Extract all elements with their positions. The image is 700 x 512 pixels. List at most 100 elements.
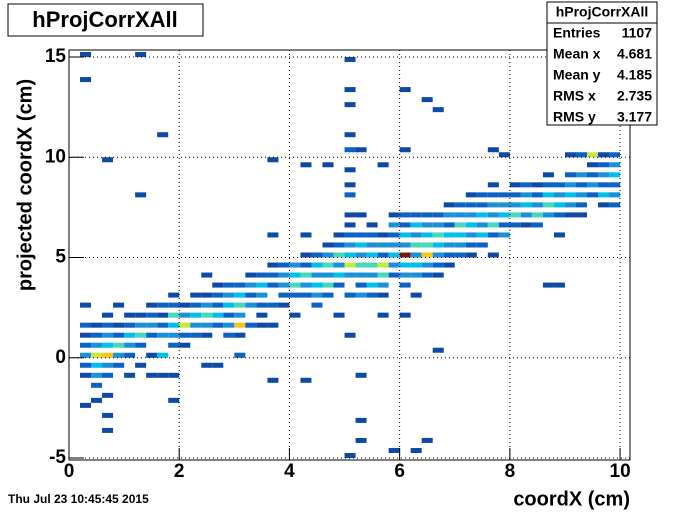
cell — [432, 347, 444, 353]
cell — [267, 232, 279, 238]
cell — [410, 292, 422, 298]
cell — [355, 212, 367, 218]
cell — [344, 212, 356, 218]
cell — [410, 447, 422, 453]
cell — [168, 342, 180, 348]
cell — [509, 192, 521, 198]
cell — [278, 292, 290, 298]
cell — [333, 312, 345, 318]
cell — [146, 352, 158, 358]
cell — [421, 252, 433, 258]
cell — [190, 322, 202, 328]
cell — [344, 147, 356, 153]
cell — [333, 252, 345, 258]
cell — [278, 282, 290, 288]
cell — [135, 312, 147, 318]
cell — [344, 252, 356, 258]
cell — [91, 352, 103, 358]
cell — [399, 232, 411, 238]
cell — [102, 362, 114, 368]
cell — [289, 262, 301, 268]
cell — [267, 322, 279, 328]
cell — [476, 192, 488, 198]
cell — [388, 232, 400, 238]
cell — [157, 332, 169, 338]
cell — [509, 182, 521, 188]
cell — [311, 292, 323, 298]
cell — [388, 262, 400, 268]
cell — [322, 162, 334, 168]
x-tick-label: 4 — [284, 461, 295, 482]
cell — [102, 372, 114, 378]
cell — [168, 372, 180, 378]
cell — [487, 212, 499, 218]
cell — [190, 292, 202, 298]
cell — [553, 192, 565, 198]
cell — [201, 362, 213, 368]
cell — [421, 437, 433, 443]
cell — [91, 322, 103, 328]
stat-value: 3.177 — [617, 109, 652, 125]
cell — [256, 302, 268, 308]
cell — [91, 332, 103, 338]
cell — [476, 212, 488, 218]
cell — [421, 212, 433, 218]
cell — [487, 192, 499, 198]
cell — [124, 342, 136, 348]
cell — [146, 322, 158, 328]
y-tick-label: -5 — [49, 447, 66, 468]
cell — [333, 262, 345, 268]
cell — [344, 452, 356, 458]
cell — [432, 232, 444, 238]
cell — [410, 232, 422, 238]
cell — [366, 242, 378, 248]
cell — [80, 302, 92, 308]
cell — [355, 417, 367, 423]
cell — [542, 182, 554, 188]
cell — [234, 302, 246, 308]
cell — [135, 322, 147, 328]
cell — [421, 262, 433, 268]
cell — [80, 372, 92, 378]
cell — [355, 147, 367, 153]
cell — [234, 282, 246, 288]
cell — [102, 412, 114, 418]
cell — [465, 202, 477, 208]
cell — [91, 342, 103, 348]
stat-value: 4.681 — [617, 46, 652, 62]
cell — [542, 192, 554, 198]
cell — [223, 332, 235, 338]
cell — [124, 322, 136, 328]
cell — [201, 322, 213, 328]
cell — [443, 242, 455, 248]
cell — [443, 202, 455, 208]
cell — [267, 272, 279, 278]
cell — [531, 212, 543, 218]
cell — [410, 252, 422, 258]
cell — [564, 182, 576, 188]
cell — [124, 372, 136, 378]
cell — [366, 222, 378, 228]
cell — [256, 282, 268, 288]
cell — [377, 242, 389, 248]
cell — [311, 252, 323, 258]
cell — [575, 182, 588, 188]
cell — [410, 272, 422, 278]
cell — [102, 322, 114, 328]
cell — [432, 107, 444, 113]
cell — [157, 352, 169, 358]
title-box — [7, 3, 204, 37]
stat-value: 1107 — [622, 25, 653, 41]
cell — [223, 312, 235, 318]
cell — [322, 272, 334, 278]
cell — [311, 262, 323, 268]
cell — [322, 242, 334, 248]
cell — [598, 162, 610, 168]
y-tick-label: 5 — [55, 247, 66, 268]
stats-title: hProjCorrXAll — [556, 4, 649, 20]
cell — [355, 282, 367, 288]
cell — [575, 192, 588, 198]
cell — [498, 222, 510, 228]
cell — [366, 292, 378, 298]
cell — [245, 302, 257, 308]
